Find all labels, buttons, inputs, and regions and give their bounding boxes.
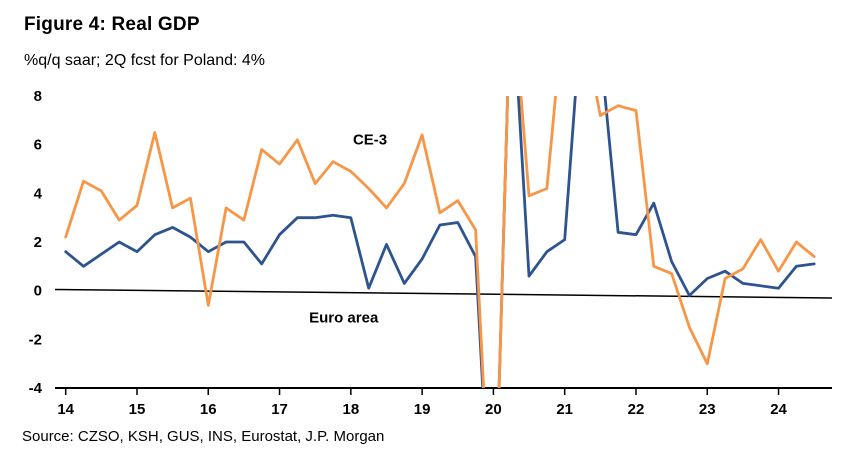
y-tick-label: 2 [34,234,42,251]
x-tick-label: 19 [414,401,431,418]
x-tick-label: 21 [556,401,573,418]
y-tick-label: 6 [34,137,42,154]
figure-title: Figure 4: Real GDP [24,14,200,35]
x-tick-label: 14 [57,401,74,418]
chart-subtitle: %q/q saar; 2Q fcst for Poland: 4% [24,52,266,69]
x-tick-label: 22 [628,401,645,418]
y-tick-label: 0 [34,283,42,300]
x-tick-label: 16 [200,401,217,418]
x-tick-label: 18 [342,401,359,418]
y-tick-label: -2 [29,331,42,348]
series-line-euro-area [64,96,816,388]
series-label-ce-3: CE-3 [353,132,387,149]
series-label-euro-area: Euro area [309,309,379,326]
y-tick-label: -4 [29,380,43,397]
source-note: Source: CZSO, KSH, GUS, INS, Eurostat, J… [22,428,385,445]
x-tick-label: 24 [770,401,787,418]
y-tick-label: 8 [34,88,42,105]
x-tick-label: 17 [271,401,288,418]
series-line-ce-3 [64,96,816,388]
x-tick-label: 23 [699,401,716,418]
zero-baseline [54,288,833,299]
x-tick-label: 15 [129,401,146,418]
y-tick-label: 4 [34,185,43,202]
x-tick-label: 20 [485,401,502,418]
